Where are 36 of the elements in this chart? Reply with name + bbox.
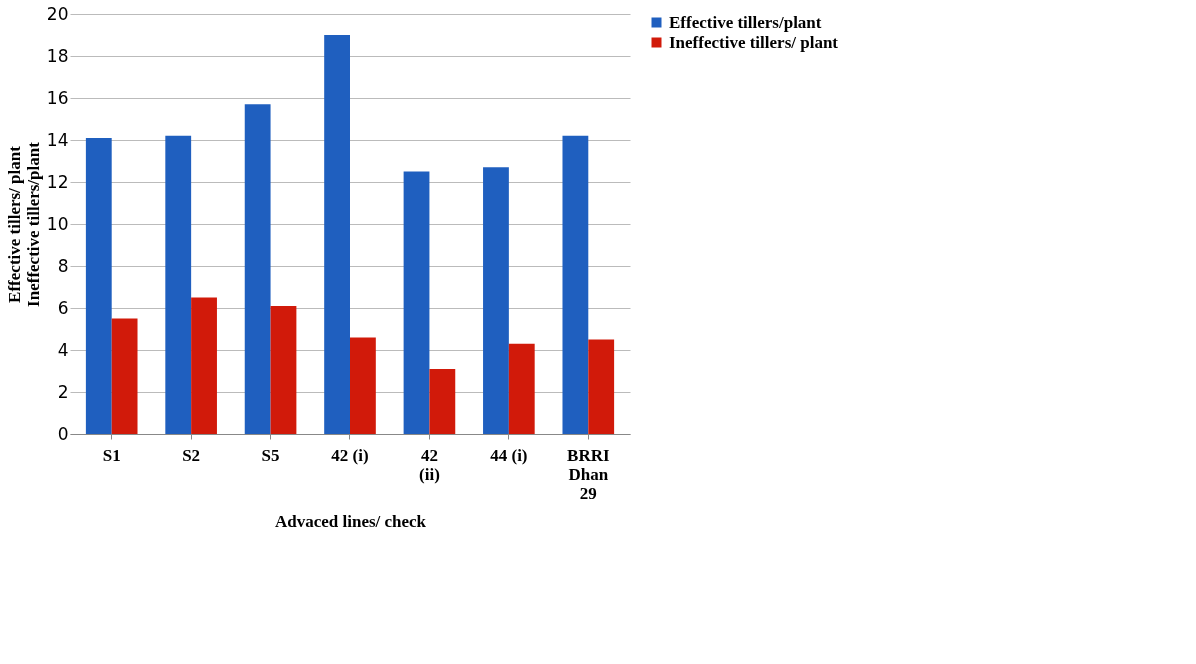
y-tick-label: 6 <box>57 297 69 318</box>
bar <box>324 35 350 434</box>
y-tick-label: 2 <box>57 381 69 402</box>
x-tick-label: 42 (i) <box>331 445 369 465</box>
bar <box>588 339 615 434</box>
bar <box>562 135 589 434</box>
y-tick-label: 18 <box>46 45 69 66</box>
y-tick-label: 20 <box>46 3 69 24</box>
y-tick-label: 8 <box>57 255 69 276</box>
bar <box>350 337 376 434</box>
bar <box>429 368 456 434</box>
y-axis-title: Effective tillers/ plant Ineffective tillers/plant <box>4 141 43 307</box>
bar <box>483 167 509 434</box>
y-tick-label: 16 <box>46 87 69 108</box>
bar <box>85 137 112 434</box>
legend-label: Effective tillers/plant <box>669 12 822 32</box>
bar <box>111 318 138 434</box>
x-tick-label: S5 <box>261 445 280 465</box>
bar <box>270 305 297 434</box>
bar <box>165 135 192 434</box>
x-tick-label: S1 <box>102 445 121 465</box>
y-tick-label: 0 <box>57 423 69 444</box>
y-tick-label: 4 <box>57 339 69 360</box>
y-tick-label: 12 <box>46 171 69 192</box>
bar <box>508 343 535 434</box>
x-tick-label: BRRI Dhan 29 <box>567 445 610 503</box>
x-tick-label: 42 (ii) <box>419 445 440 484</box>
y-tick-label: 14 <box>46 129 69 150</box>
x-tick-label: S2 <box>182 445 201 465</box>
y-tick-label: 10 <box>46 213 69 234</box>
legend-label: Ineffective tillers/ plant <box>669 32 839 52</box>
x-axis-title: Advaced lines/ check <box>274 511 427 531</box>
bar <box>244 104 271 434</box>
x-tick-label: 44 (i) <box>490 445 528 465</box>
bar <box>191 297 217 434</box>
bar <box>403 171 430 434</box>
